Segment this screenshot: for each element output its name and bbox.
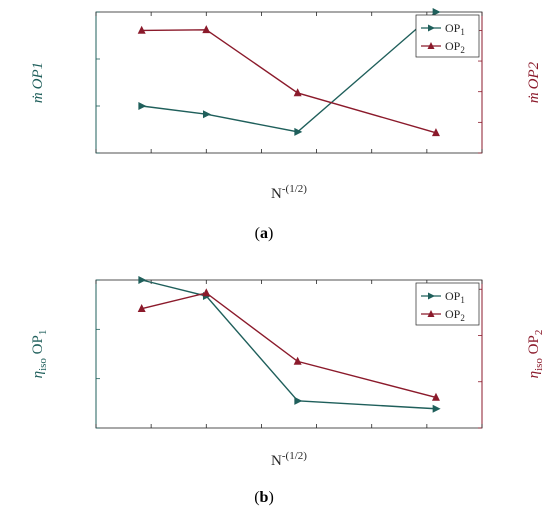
caption-letter: b: [260, 489, 269, 506]
legend-entry-subscript: 1: [460, 295, 465, 305]
data-point-op2: [293, 88, 302, 97]
series-line-op2: [141, 292, 437, 399]
legend-entry-name: OP: [445, 39, 461, 53]
right-y-axis-label-op: OP: [526, 69, 542, 89]
right-y-axis-label-symbol: ṁ: [526, 92, 542, 103]
left-y-axis-label: ṁ OP1: [30, 62, 46, 103]
data-point-op2: [431, 392, 440, 401]
right-y-axis-label: ηiso OP2: [526, 330, 545, 379]
left-y-axis-label-symbol-subscript: iso: [37, 358, 49, 371]
legend-box: [415, 282, 480, 326]
caption-open-paren: (: [254, 489, 259, 506]
left-y-axis-label: ηiso OP1: [30, 330, 49, 379]
series-op2: [137, 288, 440, 401]
series-op1: [138, 8, 441, 136]
data-point-op2: [431, 128, 440, 137]
right-y-axis-label-symbol: η: [526, 371, 542, 378]
legend-entry-name: OP: [445, 21, 461, 35]
series-op2: [137, 25, 440, 137]
series-op1: [138, 276, 441, 413]
data-point-op1: [294, 127, 303, 136]
legend-swatch-marker: [428, 292, 435, 300]
right-y-axis-label: ṁ OP2: [526, 61, 542, 103]
data-point-op1: [202, 110, 211, 119]
left-y-axis-label-op: OP: [30, 69, 46, 89]
data-point-op1: [138, 276, 147, 284]
left-y-axis-label-index: 1: [37, 330, 49, 336]
legend-swatch-marker: [427, 310, 435, 317]
caption-letter: a: [260, 225, 268, 242]
legend-entry-op1: OP1: [445, 21, 465, 37]
x-axis-label: N-(1/2): [271, 183, 307, 202]
data-point-op2: [293, 356, 302, 365]
panel-caption: (b): [254, 489, 274, 506]
caption-close-paren: ): [268, 489, 273, 506]
legend-entry-op1: OP1: [445, 289, 465, 305]
data-point-op1: [138, 102, 147, 110]
series-line-op1: [141, 11, 437, 133]
left-y-axis-label-index: 1: [30, 62, 46, 70]
data-point-op1: [294, 396, 303, 405]
right-y-axis-label-symbol-subscript: iso: [533, 358, 545, 371]
right-y-axis-label-index: 2: [533, 330, 545, 336]
legend-entry-subscript: 1: [460, 27, 465, 37]
panel-caption: (a): [255, 225, 274, 242]
left-y-axis-label-symbol: η: [30, 371, 46, 378]
caption-open-paren: (: [255, 225, 260, 242]
data-point-op2: [202, 25, 211, 34]
x-axis-label-base: N: [271, 186, 282, 202]
data-point-op2: [202, 288, 211, 297]
legend-swatch-marker: [427, 42, 435, 49]
x-axis-label-superscript: -(1/2): [282, 450, 307, 462]
data-point-op1: [432, 8, 441, 16]
legend-entry-name: OP: [445, 289, 461, 303]
data-point-op2: [137, 25, 146, 34]
caption-close-paren: ): [268, 225, 273, 242]
legend-entry-name: OP: [445, 307, 461, 321]
x-axis-label-base: N: [271, 453, 282, 469]
right-y-axis-label-op: OP: [526, 335, 542, 358]
x-axis-label-superscript: -(1/2): [282, 183, 307, 195]
legend-swatch-marker: [428, 24, 435, 32]
legend-entry-op2: OP2: [445, 307, 465, 323]
x-axis-label: N-(1/2): [271, 450, 307, 469]
data-point-op2: [137, 304, 146, 312]
data-point-op1: [432, 404, 441, 413]
legend-entry-subscript: 2: [460, 313, 465, 323]
legend-entry-subscript: 2: [460, 45, 465, 55]
series-line-op1: [141, 279, 436, 410]
left-y-axis-label-op: OP: [30, 335, 46, 358]
right-y-axis-label-index: 2: [526, 61, 542, 69]
series-line-op2: [141, 29, 437, 134]
legend-entry-op2: OP2: [445, 39, 465, 55]
left-y-axis-label-symbol: ṁ: [30, 92, 46, 103]
legend-box: [415, 14, 480, 58]
